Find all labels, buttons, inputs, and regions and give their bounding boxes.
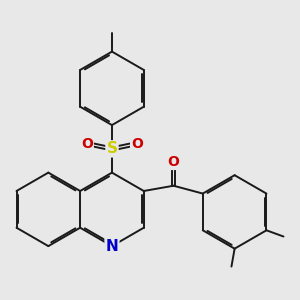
Text: S: S <box>106 141 118 156</box>
Text: N: N <box>106 238 118 253</box>
Text: O: O <box>131 137 143 151</box>
Text: O: O <box>81 137 93 151</box>
Text: O: O <box>168 155 179 169</box>
